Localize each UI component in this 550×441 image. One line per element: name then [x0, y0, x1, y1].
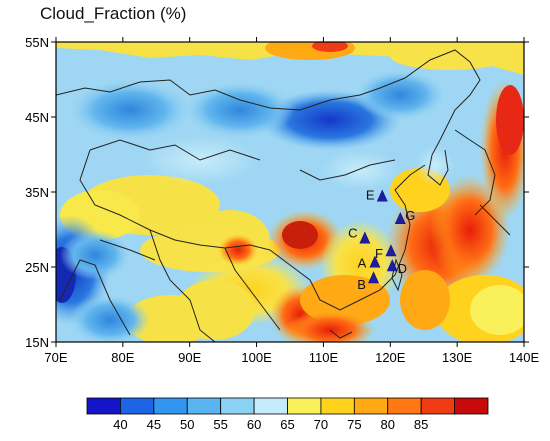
lat-label: 35N [25, 185, 49, 200]
site-markers: E G C FA D B [348, 187, 415, 292]
cloud-fraction-field [56, 42, 524, 342]
site-marker-b [368, 271, 380, 284]
site-marker-e [376, 189, 388, 202]
site-label: A [358, 255, 367, 270]
colorbar-label: 55 [213, 417, 227, 432]
site-marker-d [386, 259, 398, 272]
lat-label: 55N [25, 35, 49, 50]
lon-label: 120E [375, 350, 406, 365]
colorbar-swatch [153, 397, 188, 415]
lat-label: 45N [25, 110, 49, 125]
colorbar-swatch [320, 397, 355, 415]
longitude-labels: 70E 80E 90E 100E 110E 120E 130E 140E [44, 350, 539, 365]
lon-label: 70E [44, 350, 67, 365]
colorbar-swatch [287, 397, 322, 415]
lon-label: 140E [509, 350, 540, 365]
axis-ticks [51, 37, 529, 347]
boundary-lines [56, 49, 511, 342]
lon-label: 130E [442, 350, 473, 365]
site-marker-f [385, 244, 397, 257]
colorbar-swatch [420, 397, 455, 415]
colorbar-label: 60 [247, 417, 261, 432]
colorbar-swatch [220, 397, 255, 415]
lon-label: 110E [309, 350, 339, 365]
colorbar-label: 65 [280, 417, 294, 432]
colorbar-label: 50 [180, 417, 194, 432]
site-label: E [366, 187, 375, 202]
lon-label: 80E [111, 350, 134, 365]
site-marker-a [369, 255, 381, 268]
lon-label: 100E [241, 350, 272, 365]
colorbar-swatch [120, 397, 155, 415]
colorbar-swatch [86, 397, 121, 415]
colorbar-label: 45 [147, 417, 161, 432]
site-label: C [348, 225, 357, 240]
colorbar-swatch [454, 397, 489, 415]
colorbar-label: 75 [347, 417, 361, 432]
colorbar-label: 85 [414, 417, 428, 432]
colorbar-label: 80 [381, 417, 395, 432]
colorbar [86, 397, 489, 415]
lat-label: 15N [25, 335, 49, 350]
site-label: G [405, 208, 415, 223]
lat-label: 25N [25, 260, 49, 275]
map-title: Cloud_Fraction (%) [40, 4, 187, 23]
colorbar-label: 70 [314, 417, 328, 432]
lon-label: 90E [178, 350, 201, 365]
colorbar-label: 40 [113, 417, 127, 432]
latitude-labels: 55N 45N 35N 25N 15N [25, 35, 49, 350]
site-label: D [398, 261, 407, 276]
colorbar-swatch [353, 397, 389, 415]
site-marker-g [394, 212, 406, 225]
colorbar-swatch [253, 397, 288, 415]
site-marker-c [359, 231, 371, 244]
colorbar-swatch [186, 397, 222, 415]
colorbar-labels: 40 45 50 55 60 65 70 75 80 85 [113, 417, 428, 432]
site-label: F [375, 246, 383, 261]
colorbar-swatch [387, 397, 422, 415]
site-label: B [357, 277, 366, 292]
